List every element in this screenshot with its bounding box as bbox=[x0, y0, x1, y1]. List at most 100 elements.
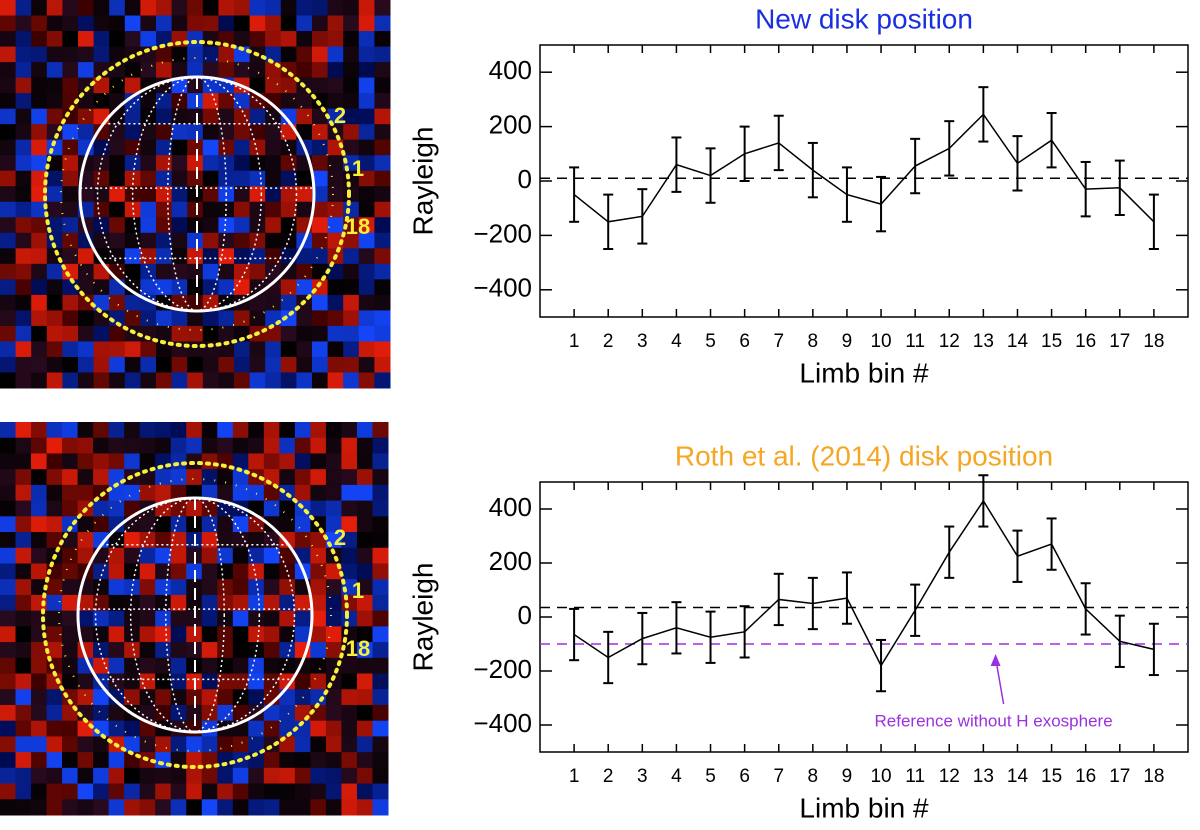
x-tick-label: 15 bbox=[1041, 331, 1062, 352]
pixel bbox=[140, 201, 157, 218]
pixel bbox=[234, 310, 251, 327]
pixel bbox=[77, 657, 94, 675]
pixel bbox=[15, 469, 32, 486]
pixel bbox=[124, 124, 141, 141]
y-axis-label: Rayleigh bbox=[407, 127, 438, 236]
pixel bbox=[155, 437, 172, 454]
pixel bbox=[249, 232, 266, 249]
pixel bbox=[263, 579, 280, 596]
pixel bbox=[327, 170, 344, 187]
pixel bbox=[248, 689, 265, 706]
pixel bbox=[46, 657, 63, 675]
pixel bbox=[108, 720, 125, 737]
pixel bbox=[93, 15, 110, 32]
pixel bbox=[374, 248, 391, 265]
pixel bbox=[296, 341, 313, 358]
pixel bbox=[0, 532, 17, 549]
pixel bbox=[15, 547, 32, 564]
pixel bbox=[15, 155, 32, 172]
pixel bbox=[202, 93, 219, 110]
pixel bbox=[31, 93, 48, 110]
pixel bbox=[0, 736, 17, 753]
pixel bbox=[372, 422, 389, 439]
pixel bbox=[217, 642, 234, 659]
pixel bbox=[46, 279, 63, 296]
image-panel: 2 1 18 bbox=[0, 0, 391, 389]
pixel bbox=[139, 642, 156, 659]
pixel bbox=[46, 422, 63, 439]
pixel bbox=[217, 626, 234, 643]
pixel bbox=[156, 279, 173, 296]
error-bar bbox=[637, 611, 648, 666]
pixel bbox=[280, 15, 297, 32]
pixel bbox=[296, 62, 313, 79]
inner-ring bbox=[60, 57, 334, 331]
pixel bbox=[62, 579, 79, 596]
pixel bbox=[46, 469, 63, 486]
pixel bbox=[124, 689, 141, 706]
pixel bbox=[265, 217, 282, 234]
pixel bbox=[62, 437, 79, 454]
pixel bbox=[187, 139, 204, 156]
pixel bbox=[124, 437, 141, 454]
pixel bbox=[93, 248, 110, 265]
error-bar bbox=[1012, 529, 1023, 583]
pixel bbox=[155, 673, 172, 690]
pixel bbox=[372, 469, 389, 486]
pixel bbox=[202, 263, 219, 280]
pixel bbox=[155, 469, 172, 486]
pixel bbox=[280, 77, 297, 94]
pixel bbox=[31, 46, 48, 63]
pixel bbox=[139, 422, 156, 439]
pixel bbox=[15, 563, 32, 580]
pixel bbox=[156, 0, 173, 17]
pixel bbox=[170, 783, 187, 800]
pixel bbox=[343, 124, 360, 141]
pixel bbox=[15, 77, 32, 94]
pixel bbox=[279, 610, 296, 627]
error-bar bbox=[910, 583, 921, 637]
pixel bbox=[77, 720, 94, 737]
pixel bbox=[0, 594, 17, 612]
pixel bbox=[280, 0, 297, 17]
pixel bbox=[294, 532, 311, 549]
pixel bbox=[46, 325, 63, 342]
pixel bbox=[201, 594, 218, 612]
pixel bbox=[201, 437, 218, 454]
error-bar bbox=[1148, 622, 1159, 677]
pixel bbox=[171, 310, 188, 327]
pixel bbox=[356, 453, 373, 470]
pixel bbox=[202, 372, 219, 389]
x-tick-label: 18 bbox=[1143, 766, 1164, 787]
pixel bbox=[372, 626, 389, 643]
pixel bbox=[31, 657, 48, 675]
pixel bbox=[327, 263, 344, 280]
pixel bbox=[234, 155, 251, 172]
pixel bbox=[202, 232, 219, 249]
pixel bbox=[15, 46, 32, 63]
pixel bbox=[232, 736, 249, 753]
pixel bbox=[31, 422, 48, 439]
pixel bbox=[201, 626, 218, 643]
pixel bbox=[124, 155, 141, 172]
pixel bbox=[155, 799, 172, 816]
pixel bbox=[310, 500, 327, 517]
pixel bbox=[232, 767, 249, 785]
pixel bbox=[249, 310, 266, 327]
pixel bbox=[294, 422, 311, 439]
pixel bbox=[372, 484, 389, 502]
pixel bbox=[78, 0, 95, 17]
pixel bbox=[31, 437, 48, 454]
pixel bbox=[77, 453, 94, 470]
pixel bbox=[186, 704, 203, 722]
pixel bbox=[279, 437, 296, 454]
pixel bbox=[156, 46, 173, 63]
pixel bbox=[202, 46, 219, 63]
pixel bbox=[265, 0, 282, 17]
pixel bbox=[249, 263, 266, 280]
pixel bbox=[263, 799, 280, 816]
pixel bbox=[358, 0, 375, 17]
pixel bbox=[249, 217, 266, 234]
pixel bbox=[108, 626, 125, 643]
pixel bbox=[171, 217, 188, 234]
